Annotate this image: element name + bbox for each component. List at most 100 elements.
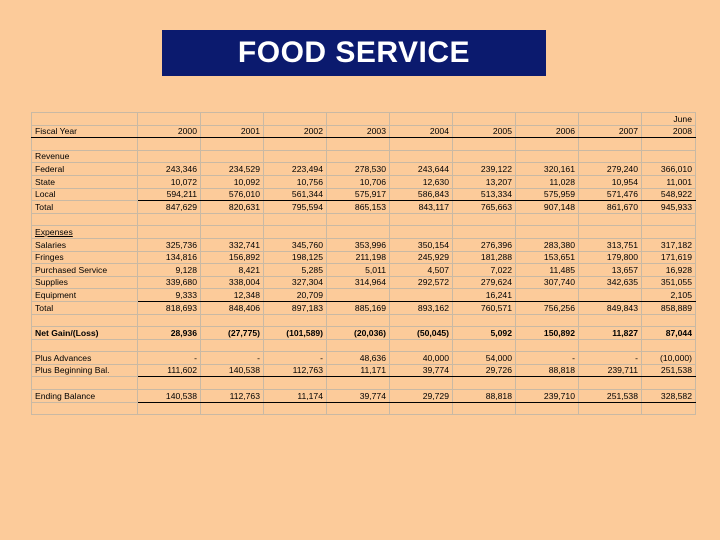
table-cell: 2002	[263, 124, 327, 139]
table-cell: 338,004	[200, 275, 264, 290]
table-cell	[578, 288, 642, 302]
table-cell	[515, 338, 579, 353]
table-cell: -	[263, 351, 327, 365]
table-cell: 198,125	[263, 250, 327, 265]
table-cell: 575,917	[326, 187, 390, 202]
table-cell: 13,207	[452, 174, 516, 189]
table-cell	[326, 313, 390, 328]
table-cell: 897,183	[263, 300, 327, 315]
table-cell	[326, 401, 390, 416]
table-cell	[452, 137, 516, 151]
header-top-row: June	[31, 112, 696, 126]
table-cell	[137, 401, 201, 416]
table-row: Purchased Service 9,128 8,421 5,285 5,011 4,5…	[31, 263, 696, 277]
table-cell	[641, 401, 696, 416]
table-cell	[263, 338, 327, 353]
row-label: State	[31, 174, 138, 189]
row-label: Total	[31, 300, 138, 315]
table-cell: 313,751	[578, 237, 642, 252]
table-cell	[263, 112, 327, 126]
table-cell: 5,011	[326, 263, 390, 277]
table-cell: 548,922	[641, 187, 696, 202]
table-cell: 307,740	[515, 275, 579, 290]
table-cell: 10,072	[137, 174, 201, 189]
table-cell: 243,346	[137, 162, 201, 176]
table-cell	[452, 212, 516, 227]
table-cell	[578, 376, 642, 391]
table-cell	[452, 225, 516, 239]
row-label: Equipment	[31, 288, 138, 302]
table-cell: 239,122	[452, 162, 516, 176]
table-cell	[515, 288, 579, 302]
table-cell	[263, 225, 327, 239]
blank-row	[31, 137, 696, 151]
table-cell	[200, 112, 264, 126]
table-cell	[578, 137, 642, 151]
table-cell: 795,594	[263, 200, 327, 214]
table-cell: 54,000	[452, 351, 516, 365]
table-cell: 179,800	[578, 250, 642, 265]
table-cell	[389, 376, 453, 391]
table-cell: 171,619	[641, 250, 696, 265]
table-cell	[578, 149, 642, 164]
table-cell: 10,756	[263, 174, 327, 189]
table-cell: 140,538	[137, 389, 201, 403]
table-cell: 848,406	[200, 300, 264, 315]
blank-row	[31, 376, 696, 391]
table-cell	[137, 149, 201, 164]
table-cell	[137, 313, 201, 328]
table-cell	[326, 338, 390, 353]
table-cell	[515, 212, 579, 227]
table-cell: 5,092	[452, 326, 516, 340]
table-cell	[263, 376, 327, 391]
table-cell: 10,954	[578, 174, 642, 189]
table-cell: 756,256	[515, 300, 579, 315]
table-cell: 243,644	[389, 162, 453, 176]
table-cell: 150,892	[515, 326, 579, 340]
table-cell	[326, 225, 390, 239]
table-cell: 12,630	[389, 174, 453, 189]
table-cell: 292,572	[389, 275, 453, 290]
table-cell: 7,022	[452, 263, 516, 277]
table-cell: 2006	[515, 124, 579, 139]
table-cell: 16,241	[452, 288, 516, 302]
table-cell: 945,933	[641, 200, 696, 214]
blank-row	[31, 401, 696, 416]
table-cell	[137, 225, 201, 239]
table-cell	[389, 212, 453, 227]
table-cell: 325,736	[137, 237, 201, 252]
table-cell: 239,710	[515, 389, 579, 403]
table-cell: 2004	[389, 124, 453, 139]
table-cell	[641, 225, 696, 239]
table-cell: 760,571	[452, 300, 516, 315]
row-label	[31, 376, 138, 391]
table-cell	[200, 401, 264, 416]
table-cell	[641, 313, 696, 328]
table-cell: 9,128	[137, 263, 201, 277]
row-label	[31, 112, 138, 126]
table-cell	[137, 212, 201, 227]
table-cell: 843,117	[389, 200, 453, 214]
table-cell: 251,538	[641, 363, 696, 378]
table-cell	[578, 212, 642, 227]
row-label: Total	[31, 200, 138, 214]
table-cell	[452, 313, 516, 328]
table-cell: 181,288	[452, 250, 516, 265]
table-cell	[263, 401, 327, 416]
table-row: Salaries 325,736 332,741 345,760 353,996 350,…	[31, 237, 696, 252]
table-cell	[389, 313, 453, 328]
table-cell: (10,000)	[641, 351, 696, 365]
table-cell: 279,624	[452, 275, 516, 290]
table-cell: 4,507	[389, 263, 453, 277]
table-row: Federal 243,346 234,529 223,494 278,530 243,6…	[31, 162, 696, 176]
table-row: Fringes 134,816 156,892 198,125 211,198 245,9…	[31, 250, 696, 265]
table-cell	[326, 137, 390, 151]
table-cell	[641, 212, 696, 227]
table-cell: 279,240	[578, 162, 642, 176]
table-cell: 39,774	[389, 363, 453, 378]
row-label	[31, 338, 138, 353]
table-cell	[641, 376, 696, 391]
table-row: State 10,072 10,092 10,756 10,706 12,630 13,20…	[31, 174, 696, 189]
table-cell: 576,010	[200, 187, 264, 202]
table-cell	[326, 376, 390, 391]
